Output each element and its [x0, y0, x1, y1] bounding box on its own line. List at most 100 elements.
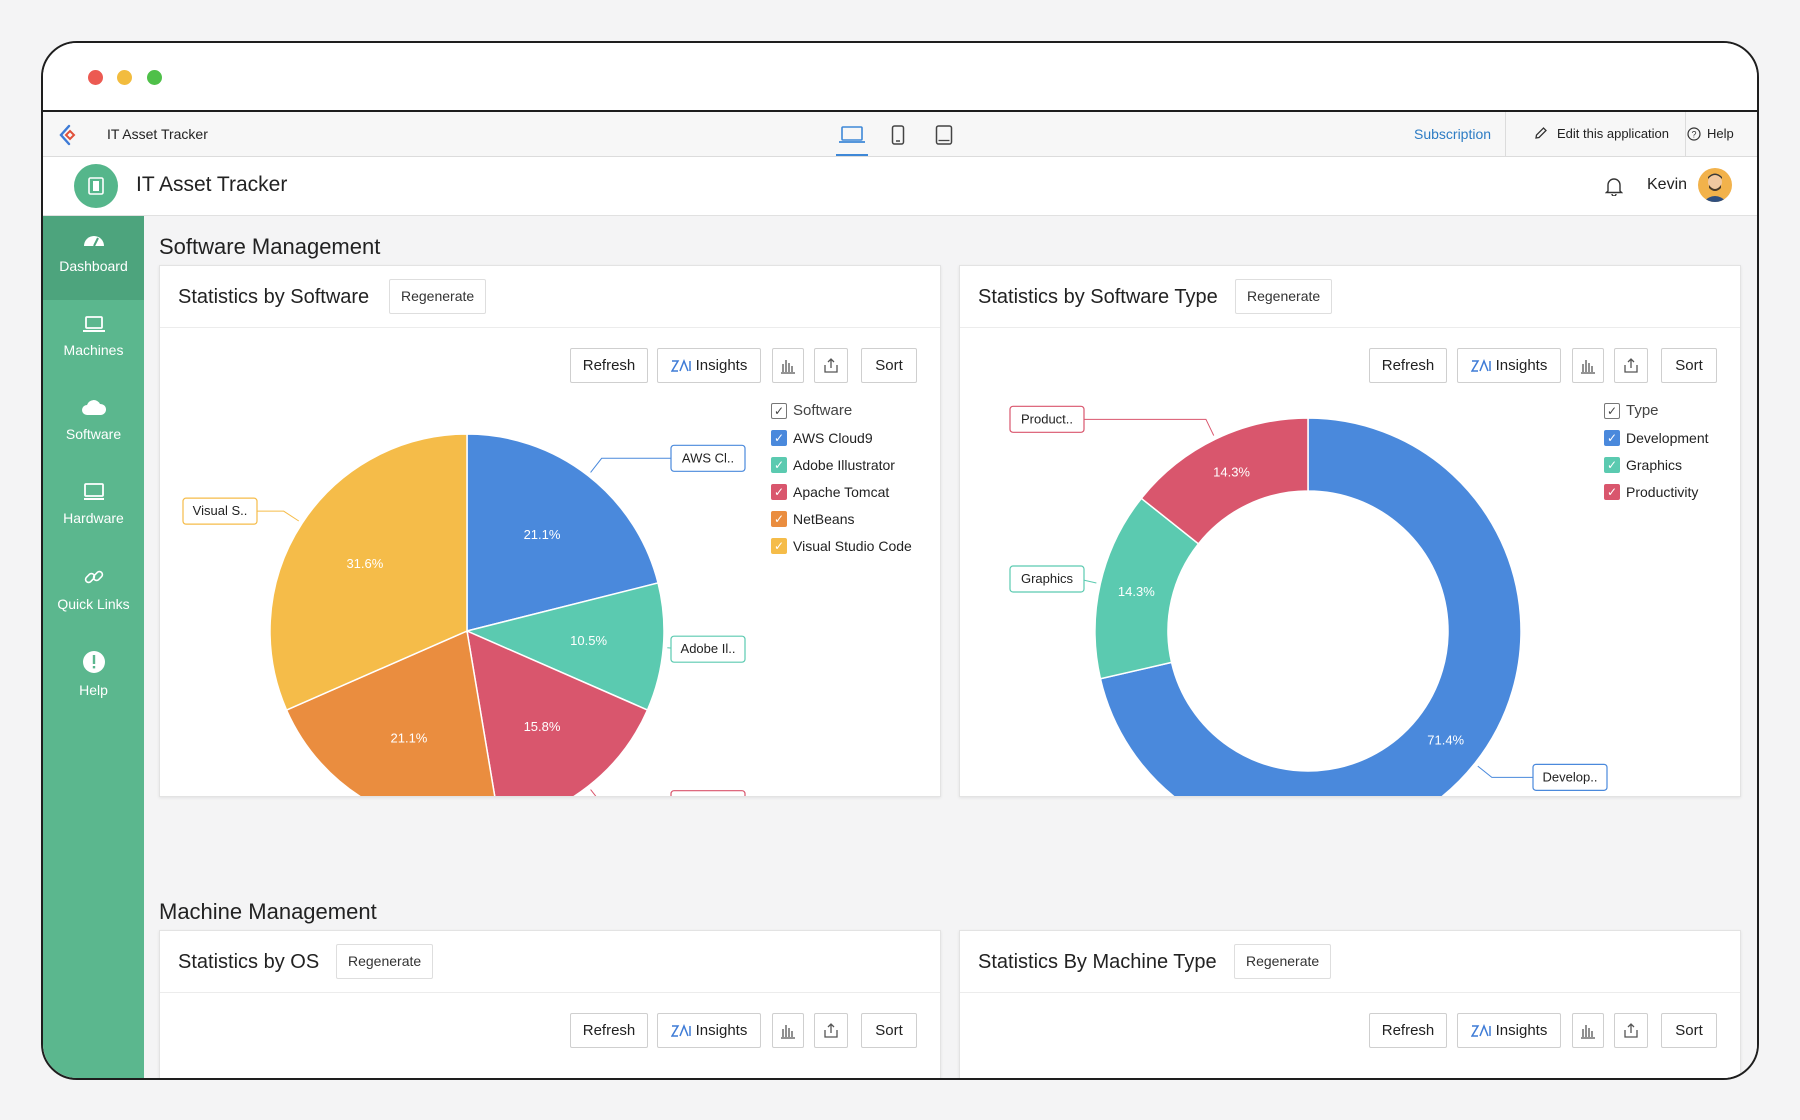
zia-insights-icon	[670, 1023, 691, 1037]
chart-type-button[interactable]	[772, 348, 804, 383]
insights-button[interactable]: Insights	[1457, 348, 1561, 383]
software-pie-value-label-0: 21.1%	[524, 527, 561, 542]
sidebar-item-machines[interactable]: Machines	[43, 300, 144, 384]
software-legend-item-4[interactable]: ✓ Visual Studio Code	[771, 532, 912, 559]
insights-button[interactable]: Insights	[657, 1013, 761, 1048]
regenerate-button[interactable]: Regenerate	[336, 944, 434, 979]
help-link[interactable]: ? Help	[1675, 112, 1734, 156]
tablet-view-button[interactable]	[928, 121, 960, 149]
software-legend-item-3[interactable]: ✓ NetBeans	[771, 505, 912, 532]
export-button[interactable]	[814, 1013, 848, 1048]
insights-label: Insights	[695, 1022, 748, 1039]
brand-logo-icon[interactable]	[74, 164, 118, 208]
type-legend-item-2[interactable]: ✓ Productivity	[1604, 478, 1709, 505]
help-icon	[82, 651, 105, 673]
sidebar-item-help[interactable]: Help	[43, 636, 144, 720]
bell-icon[interactable]	[1604, 176, 1624, 201]
sidebar-item-label: Quick Links	[57, 596, 130, 612]
svg-text:?: ?	[1691, 130, 1696, 140]
user-name[interactable]: Kevin	[1647, 176, 1688, 193]
insights-label: Insights	[1495, 1022, 1548, 1039]
card-header: Statistics by Software Type Regenerate	[960, 266, 1740, 328]
link-icon	[84, 570, 103, 584]
section-title-machine: Machine Management	[159, 899, 377, 924]
sort-button[interactable]: Sort	[861, 348, 917, 383]
legend-item-label: Apache Tomcat	[793, 483, 890, 500]
software-pie-callout-label-0: AWS Cl..	[682, 450, 734, 465]
software-legend-item-2[interactable]: ✓ Apache Tomcat	[771, 478, 912, 505]
refresh-button[interactable]: Refresh	[1369, 1013, 1447, 1048]
type-donut-callout-label-2: Product..	[1021, 411, 1073, 426]
card-title: Statistics By Machine Type	[978, 951, 1217, 973]
type-donut-slice-0[interactable]	[1099, 417, 1522, 797]
sidebar-item-dashboard[interactable]: Dashboard	[43, 216, 144, 300]
card-stats-by-os: Statistics by OS Regenerate Refresh Insi…	[159, 930, 941, 1078]
maximize-window-button[interactable]	[147, 70, 162, 85]
legend-title-label: Type	[1626, 402, 1659, 419]
sidebar-item-label: Help	[79, 682, 108, 698]
chart-type-button[interactable]	[1572, 1013, 1604, 1048]
edit-application-button[interactable]: Edit this application	[1519, 112, 1687, 156]
refresh-button[interactable]: Refresh	[1369, 348, 1447, 383]
sidebar-item-software[interactable]: Software	[43, 384, 144, 468]
user-avatar[interactable]	[1698, 168, 1732, 202]
software-pie-callout-line-4	[257, 510, 300, 522]
chart-type-button[interactable]	[1572, 348, 1604, 383]
sort-button[interactable]: Sort	[861, 1013, 917, 1048]
refresh-button[interactable]: Refresh	[570, 348, 648, 383]
chart-type-button[interactable]	[772, 1013, 804, 1048]
legend-item-label: Visual Studio Code	[793, 537, 912, 554]
bar-chart-icon	[781, 359, 795, 374]
software-legend-item-0[interactable]: ✓ AWS Cloud9	[771, 424, 912, 451]
type-donut-value-label-1: 14.3%	[1118, 584, 1155, 599]
legend-item-label: Development	[1626, 429, 1709, 446]
insights-button[interactable]: Insights	[657, 348, 761, 383]
creator-logo-icon[interactable]	[57, 123, 81, 147]
export-button[interactable]	[1614, 1013, 1648, 1048]
software-pie-slice-1[interactable]	[464, 582, 665, 712]
bar-chart-icon	[1581, 359, 1595, 374]
software-type-donut-chart: 71.4% Develop.. 14.3% Graphics 14.3% Product.…	[1009, 405, 1608, 797]
sort-button[interactable]: Sort	[1661, 1013, 1717, 1048]
type-donut-callout-box-2	[1009, 405, 1085, 433]
checkbox-icon: ✓	[1604, 402, 1620, 419]
software-pie-callout-line-2	[590, 789, 597, 796]
card-stats-by-software-type: Statistics by Software Type Regenerate R…	[959, 265, 1741, 797]
zia-insights-icon	[1470, 358, 1491, 372]
software-pie-slice-3[interactable]	[285, 629, 500, 797]
refresh-button[interactable]: Refresh	[570, 1013, 648, 1048]
minimize-window-button[interactable]	[117, 70, 132, 85]
type-legend-title[interactable]: ✓ Type	[1604, 397, 1709, 424]
subscription-link[interactable]: Subscription	[1400, 112, 1507, 156]
insights-button[interactable]: Insights	[1457, 1013, 1561, 1048]
software-pie-callout-label-4: Visual S..	[193, 503, 248, 518]
sidebar-item-quick-links[interactable]: Quick Links	[43, 552, 144, 636]
export-button[interactable]	[814, 348, 848, 383]
regenerate-button[interactable]: Regenerate	[1235, 279, 1333, 314]
card-header: Statistics by Software Regenerate	[160, 266, 940, 328]
sort-button[interactable]: Sort	[1661, 348, 1717, 383]
type-donut-slice-2[interactable]	[1140, 417, 1309, 545]
software-pie-slice-0[interactable]	[466, 433, 659, 632]
checkbox-icon: ✓	[771, 402, 787, 419]
software-legend-title[interactable]: ✓ Software	[771, 397, 912, 424]
checkbox-icon: ✓	[1604, 483, 1620, 500]
software-pie-slice-2[interactable]	[466, 629, 649, 797]
type-legend-item-1[interactable]: ✓ Graphics	[1604, 451, 1709, 478]
close-window-button[interactable]	[88, 70, 103, 85]
export-button[interactable]	[1614, 348, 1648, 383]
regenerate-button[interactable]: Regenerate	[389, 279, 487, 314]
card-stats-by-software: Statistics by Software Regenerate Refres…	[159, 265, 941, 797]
software-pie-slice-4[interactable]	[269, 433, 468, 712]
regenerate-button[interactable]: Regenerate	[1234, 944, 1332, 979]
card-title: Statistics by OS	[178, 951, 320, 973]
software-pie-value-label-4: 31.6%	[346, 556, 383, 571]
share-icon	[1624, 357, 1638, 373]
software-legend-item-1[interactable]: ✓ Adobe Illustrator	[771, 451, 912, 478]
mobile-view-button[interactable]	[882, 121, 914, 149]
type-legend-item-0[interactable]: ✓ Development	[1604, 424, 1709, 451]
software-pie-value-label-3: 21.1%	[391, 730, 428, 745]
sidebar-item-hardware[interactable]: Hardware	[43, 468, 144, 552]
desktop-view-button[interactable]	[836, 121, 868, 156]
type-donut-callout-box-0	[1532, 763, 1608, 791]
